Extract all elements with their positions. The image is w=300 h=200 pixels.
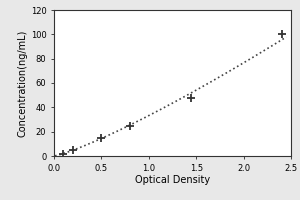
Y-axis label: Concentration(ng/mL): Concentration(ng/mL) <box>18 29 28 137</box>
X-axis label: Optical Density: Optical Density <box>135 175 210 185</box>
